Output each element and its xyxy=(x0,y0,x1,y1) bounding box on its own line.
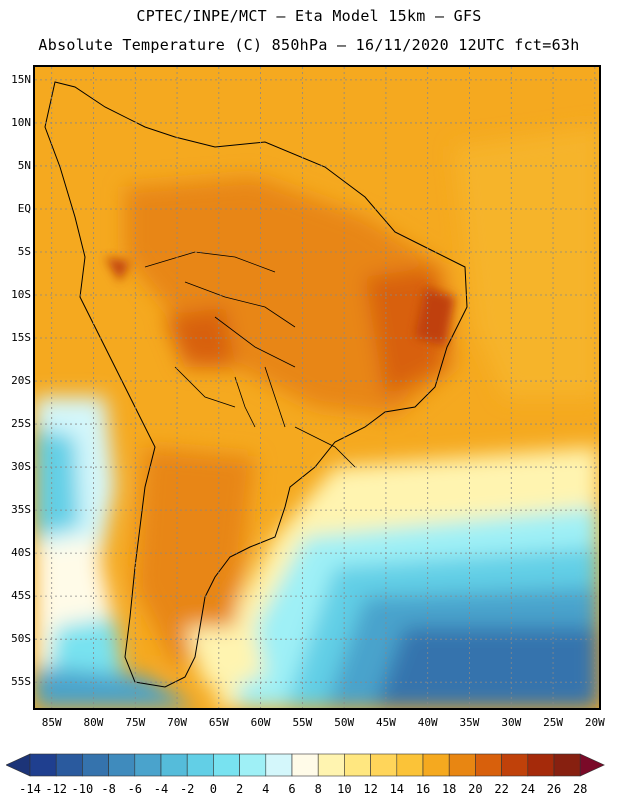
field-far-south xyxy=(35,667,195,708)
title-line-1: CPTEC/INPE/MCT – Eta Model 15km – GFS xyxy=(136,7,482,25)
lat-label-40S: 40S xyxy=(11,546,31,560)
colorbar-swatch xyxy=(108,753,136,777)
colorbar-swatch xyxy=(344,753,371,777)
colorbar-label: -2 xyxy=(179,782,195,796)
colorbar-label: 28 xyxy=(572,782,588,796)
lon-label-80W: 80W xyxy=(83,716,104,729)
colorbar-swatch xyxy=(448,753,476,777)
title-line-2: Absolute Temperature (C) 850hPa – 16/11/… xyxy=(38,36,580,54)
colorbar-swatch xyxy=(370,753,398,777)
colorbar-label: 0 xyxy=(209,782,217,796)
colorbar-label: 22 xyxy=(494,782,509,796)
colorbar-label: 8 xyxy=(314,782,322,796)
field-peak-1 xyxy=(415,287,455,347)
lat-label-15S: 15S xyxy=(11,331,31,345)
colorbar-label: 24 xyxy=(520,782,536,796)
colorbar-swatch xyxy=(265,753,293,777)
colorbar xyxy=(6,753,605,777)
lat-label-25S: 25S xyxy=(11,417,31,431)
colorbar-right-arrow xyxy=(579,753,605,777)
lat-label-50S: 50S xyxy=(11,632,31,646)
colorbar-label: 26 xyxy=(546,782,562,796)
colorbar-label: 10 xyxy=(337,782,352,796)
lat-label-15N: 15N xyxy=(11,72,31,86)
field-atlantic-tropics xyxy=(455,127,599,397)
lon-label-70W: 70W xyxy=(167,716,187,729)
field-argentina-warm xyxy=(135,447,255,667)
grid-lines xyxy=(35,67,599,708)
colorbar-swatch xyxy=(29,753,57,777)
coastline xyxy=(44,81,468,688)
field-continent-hot xyxy=(125,177,455,417)
colorbar-label: -6 xyxy=(127,782,143,796)
colorbar-swatch xyxy=(291,753,319,777)
colorbar-swatch xyxy=(553,753,581,777)
colorbar-swatch xyxy=(317,753,345,777)
colorbar-label: 4 xyxy=(262,782,270,796)
colorbar-label: 20 xyxy=(468,782,483,796)
colorbar-left-arrow xyxy=(6,753,31,777)
lon-label-40W: 40W xyxy=(417,716,438,729)
lat-label-55S: 55S xyxy=(11,675,31,689)
field-patagonia-mild xyxy=(185,627,265,687)
lat-label-45S: 45S xyxy=(11,589,31,603)
temperature-map xyxy=(35,67,599,708)
lon-label-20W: 20W xyxy=(584,716,605,729)
lon-label-25W: 25W xyxy=(543,716,563,729)
field-peak-2 xyxy=(105,257,130,282)
colorbar-swatch xyxy=(55,753,83,777)
lat-label-5N: 5N xyxy=(17,158,31,172)
colorbar-swatch xyxy=(527,753,555,777)
lat-label-35S: 35S xyxy=(11,503,31,517)
lon-label-45W: 45W xyxy=(375,716,396,729)
borders xyxy=(144,251,356,468)
lon-label-30W: 30W xyxy=(501,716,522,729)
field-cool-4 xyxy=(375,627,599,708)
colorbar-swatch xyxy=(186,753,214,777)
colorbar-label: 18 xyxy=(441,782,457,796)
lon-label-50W: 50W xyxy=(334,716,355,729)
colorbar-swatch xyxy=(134,753,162,777)
field-pacific-cool xyxy=(35,427,80,537)
colorbar-swatch xyxy=(213,753,240,777)
lat-label-EQ: EQ xyxy=(17,201,31,215)
field-hotspot-bolivia xyxy=(165,307,235,367)
colorbar-label: -8 xyxy=(101,782,116,796)
lon-label-85W: 85W xyxy=(41,716,62,729)
colorbar-swatch xyxy=(239,753,267,777)
lat-label-10N: 10N xyxy=(11,115,31,129)
lat-label-30S: 30S xyxy=(11,460,31,474)
colorbar-label: 6 xyxy=(288,782,296,796)
colorbar-swatch xyxy=(396,753,424,777)
colorbar-swatch xyxy=(82,753,109,777)
colorbar-label: 12 xyxy=(363,782,378,796)
colorbar-swatch xyxy=(501,753,529,777)
colorbar-label: -12 xyxy=(45,782,68,796)
map-panel[interactable] xyxy=(33,65,601,710)
colorbar-label: -10 xyxy=(71,782,94,796)
colorbar-swatch xyxy=(422,753,450,777)
colorbar-swatch xyxy=(475,753,502,777)
lat-label-20S: 20S xyxy=(11,374,31,388)
lon-label-55W: 55W xyxy=(292,716,313,729)
lon-label-35W: 35W xyxy=(459,716,480,729)
lat-label-10S: 10S xyxy=(11,288,31,301)
colorbar-label: 14 xyxy=(389,782,405,796)
lon-label-75W: 75W xyxy=(125,716,146,729)
lon-label-60W: 60W xyxy=(250,716,271,729)
colorbar-label: -14 xyxy=(19,782,41,796)
colorbar-swatch xyxy=(160,753,188,777)
colorbar-label: 2 xyxy=(235,782,244,796)
colorbar-label: -4 xyxy=(153,782,169,796)
lat-label-5S: 5S xyxy=(17,244,31,258)
lon-label-65W: 65W xyxy=(208,716,229,729)
colorbar-label: 16 xyxy=(415,782,431,796)
